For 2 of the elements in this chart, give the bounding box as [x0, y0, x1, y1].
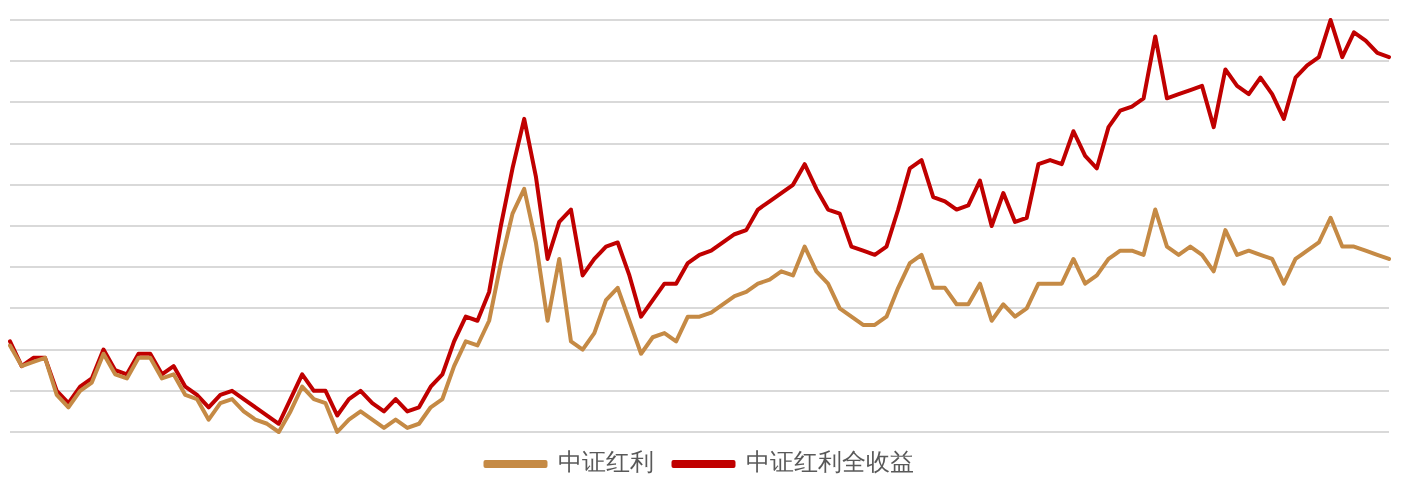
legend-label: 中证红利全收益: [745, 448, 914, 477]
legend-label: 中证红利: [557, 448, 654, 477]
